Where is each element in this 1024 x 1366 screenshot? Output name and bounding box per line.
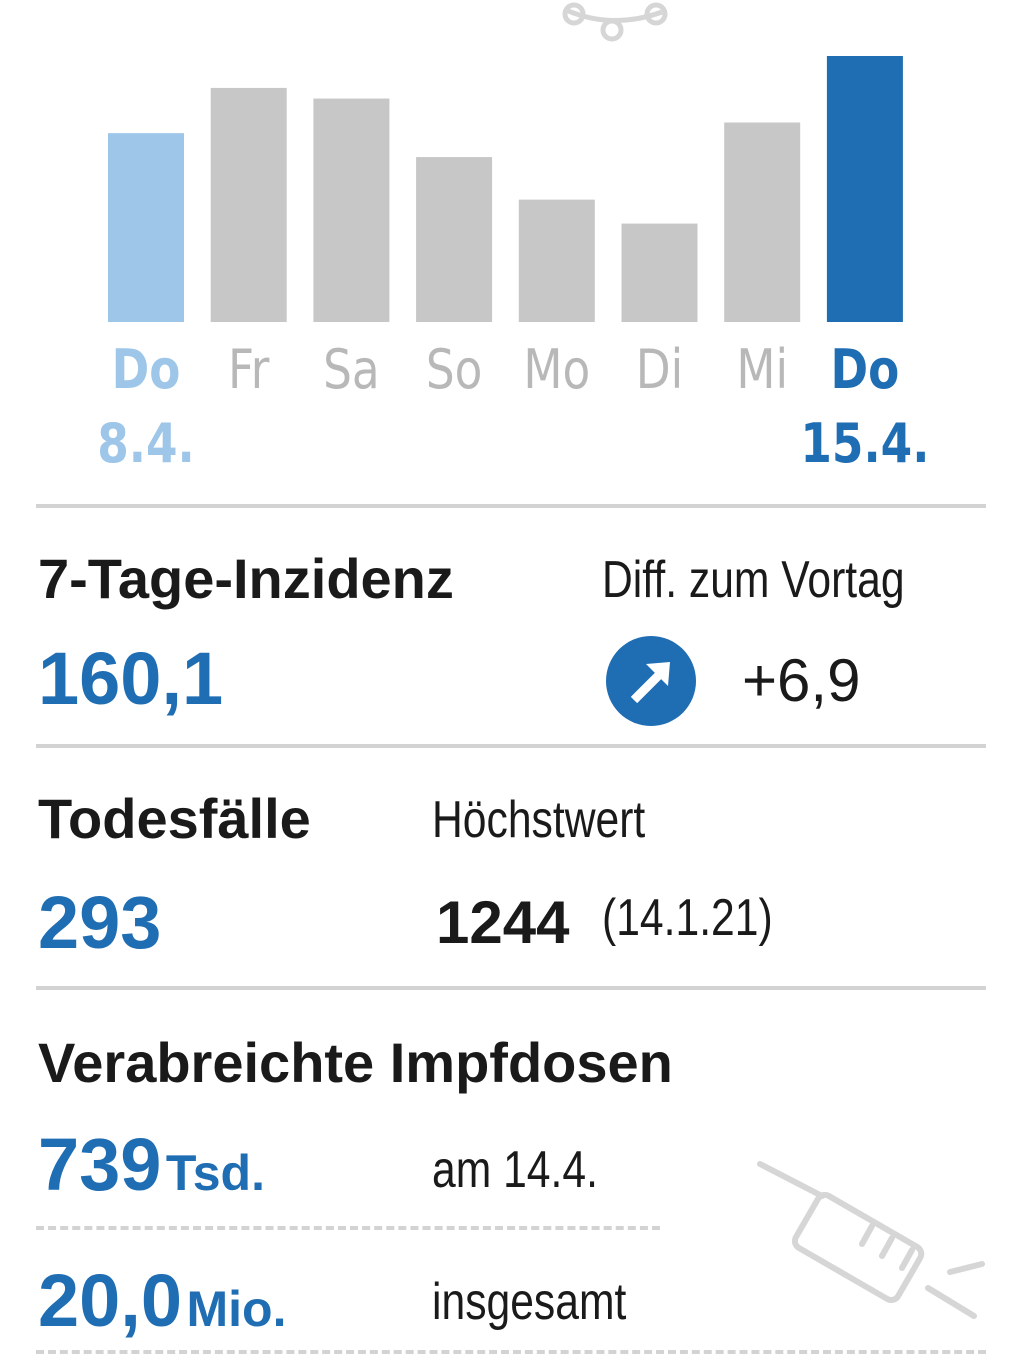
bar-2 — [313, 98, 390, 322]
divider — [36, 504, 986, 508]
date-label-0: 8.4. — [97, 412, 195, 475]
tick-label-2: Sa — [323, 338, 380, 401]
max-label: Höchstwert — [432, 791, 646, 849]
total-doses: 20,0 Mio. — [38, 1258, 286, 1343]
max-value: 1244 — [436, 889, 570, 956]
max-date: (14.1.21) — [602, 889, 773, 947]
tick-label-4: Mo — [523, 338, 590, 401]
bar-4 — [518, 199, 595, 322]
bar-6 — [724, 122, 801, 322]
bar-7 — [826, 56, 903, 322]
bar-0 — [108, 133, 184, 322]
bar-1 — [210, 87, 287, 322]
diff-label: Diff. zum Vortag — [602, 551, 905, 609]
daily-doses: 739 Tsd. — [38, 1122, 265, 1207]
dashed-divider — [36, 1350, 986, 1354]
tick-label-5: Di — [636, 338, 684, 401]
virus-icon — [562, 2, 668, 42]
deaths-label: Todesfälle — [38, 787, 311, 850]
daily-doses-unit: Tsd. — [165, 1145, 265, 1201]
divider — [36, 744, 986, 748]
bar-3 — [416, 157, 493, 322]
diff-value: +6,9 — [742, 647, 861, 714]
tick-label-0: Do — [112, 338, 181, 401]
daily-cases-bar-chart: Do 8.4. Fr Sa So Mo Di Mi Do 15.4. — [97, 2, 929, 475]
daily-doses-value: 739 — [38, 1123, 162, 1206]
total-doses-unit: Mio. — [186, 1281, 287, 1337]
tick-label-1: Fr — [228, 338, 270, 401]
tick-label-6: Mi — [736, 338, 788, 401]
dashed-divider — [36, 1226, 660, 1230]
vaccinations-label: Verabreichte Impfdosen — [38, 1031, 673, 1094]
total-doses-value: 20,0 — [38, 1259, 183, 1342]
tick-label-7: Do — [830, 338, 899, 401]
incidence-label: 7-Tage-Inzidenz — [38, 547, 454, 610]
incidence-value: 160,1 — [38, 637, 224, 720]
divider — [36, 986, 986, 990]
total-doses-label: insgesamt — [432, 1273, 627, 1331]
syringe-icon — [757, 1161, 985, 1319]
deaths-value: 293 — [38, 881, 162, 964]
bar-5 — [621, 223, 698, 322]
arrow-up-right-icon — [606, 636, 696, 726]
daily-doses-label: am 14.4. — [432, 1141, 598, 1199]
date-label-7: 15.4. — [800, 412, 929, 475]
tick-label-3: So — [426, 338, 483, 401]
